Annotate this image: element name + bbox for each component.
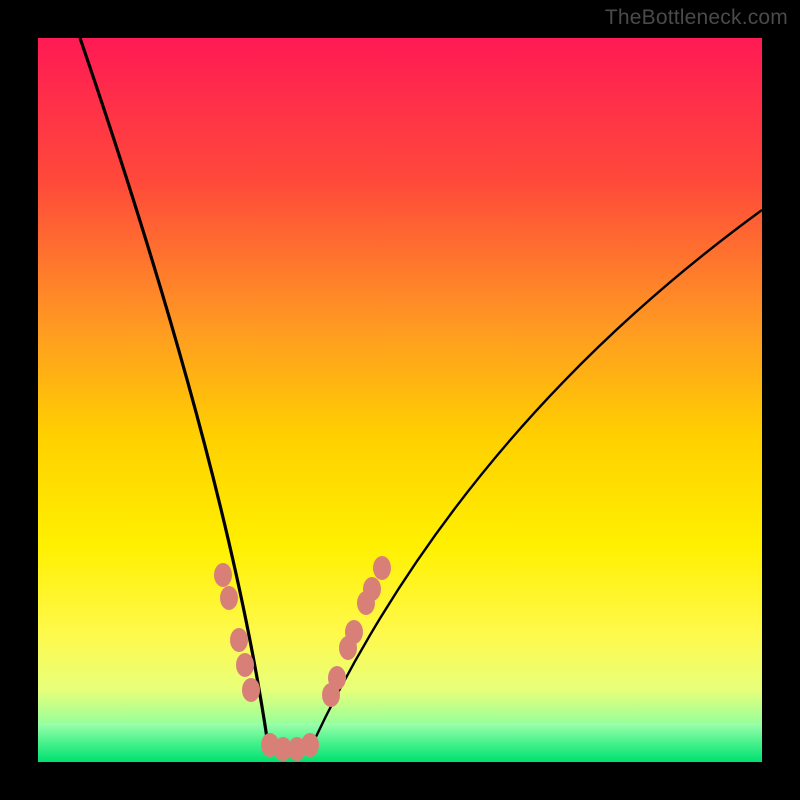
data-marker (236, 653, 254, 677)
data-marker (230, 628, 248, 652)
data-marker (373, 556, 391, 580)
data-marker (345, 620, 363, 644)
plot-background (38, 38, 762, 762)
data-marker (301, 733, 319, 757)
data-marker (328, 666, 346, 690)
data-marker (242, 678, 260, 702)
bottleneck-chart: TheBottleneck.com (0, 0, 800, 800)
chart-svg (0, 0, 800, 800)
data-marker (220, 586, 238, 610)
data-marker (363, 577, 381, 601)
data-marker (214, 563, 232, 587)
watermark-text: TheBottleneck.com (605, 6, 788, 30)
green-band (38, 723, 762, 762)
